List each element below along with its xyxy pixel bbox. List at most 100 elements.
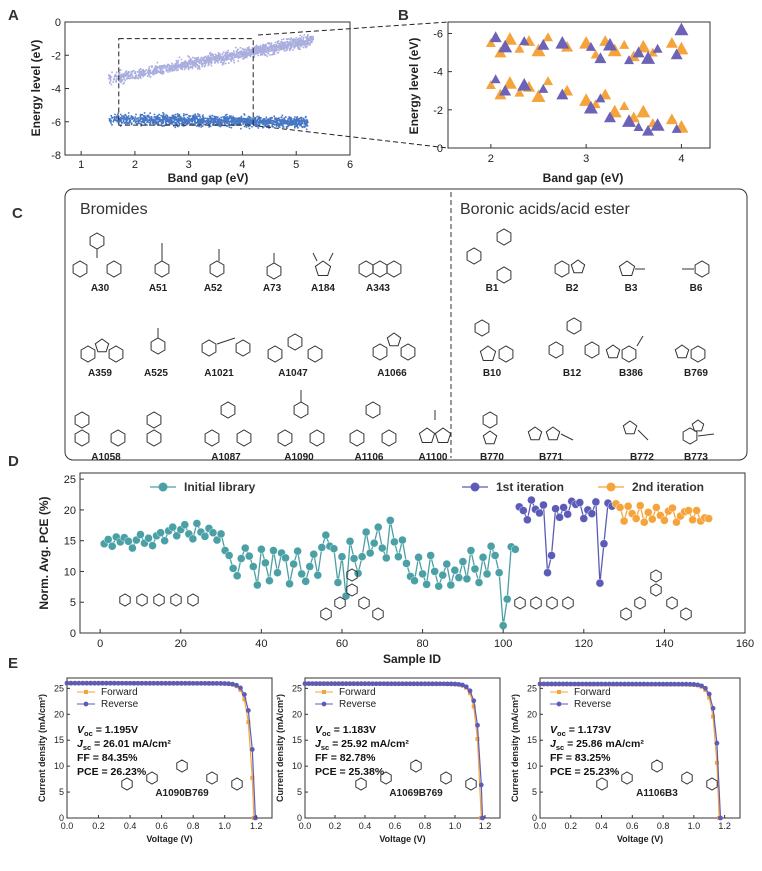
jv-point-reverse	[313, 681, 319, 687]
benzene-ring	[358, 596, 370, 610]
panel-b-plot: 2 3 4 0 -2 -4 -6 Band gap (eV) Energy level (e…	[407, 21, 711, 185]
boronic-label: B771	[539, 452, 563, 463]
jv-point-reverse	[649, 681, 654, 687]
benzene-ring	[621, 771, 633, 785]
panel-b-point-0	[590, 49, 601, 59]
jv-point-reverse	[214, 681, 220, 686]
jv-point-reverse	[147, 680, 153, 686]
legend-label: Initial library	[184, 480, 256, 494]
jv-point-reverse	[430, 681, 435, 687]
panel-a-xtick-label: 1	[78, 159, 84, 171]
panel-d-point-0	[208, 528, 218, 537]
jv-legend-reverse: Reverse	[101, 699, 139, 710]
jv-point-forward	[711, 714, 716, 719]
bromide-label: A359	[88, 368, 112, 379]
panel-d-point-0	[309, 550, 318, 559]
panel-b-point-1	[489, 31, 502, 43]
panel-b-point-1	[517, 78, 532, 91]
panel-b-point-1	[556, 88, 569, 100]
jv-point-reverse	[587, 681, 593, 687]
panel-d-point-2	[631, 514, 641, 523]
jv-point-forward	[471, 704, 476, 709]
jv-point-reverse	[310, 681, 315, 687]
panel-b-point-1	[622, 114, 637, 127]
benzene-ring	[381, 429, 397, 447]
jv-point-reverse	[230, 681, 235, 687]
panel-b-point-0	[579, 93, 594, 106]
jv-ytick-label: 25	[54, 683, 64, 693]
benzene-ring	[706, 777, 718, 791]
benzene-ring	[372, 607, 384, 621]
jv-point-reverse	[583, 681, 589, 687]
benzene-ring	[680, 607, 692, 621]
panel-label-c: C	[12, 205, 23, 222]
jv-point-reverse	[652, 681, 658, 687]
panel-d-point-0	[333, 578, 343, 587]
panel-label-a: A	[8, 7, 19, 24]
panel-d-legend: Initial library 1st iteration 2nd iteratio…	[150, 480, 704, 494]
panel-label-d: D	[8, 453, 19, 470]
jv-point-reverse	[626, 681, 631, 687]
jv-ytick-label: 10	[54, 761, 64, 771]
panel-d-point-0	[503, 594, 512, 604]
panel-d-ytick-label: 10	[64, 566, 76, 578]
jv-point-reverse	[210, 680, 216, 686]
benzene-ring	[231, 777, 243, 791]
stat-ff: FF = 82.78%	[315, 752, 376, 764]
benzene-ring	[372, 343, 388, 361]
jv-point-reverse	[606, 681, 612, 687]
five-ring	[434, 427, 452, 443]
bond	[328, 252, 334, 262]
jv-point-reverse	[347, 681, 353, 687]
jv-legend-marker	[84, 690, 88, 694]
panel-d-point-2	[648, 514, 657, 524]
panel-d-point-0	[257, 545, 266, 554]
jv-ytick-label: 0	[59, 813, 64, 823]
panel-b-ytick-label: -4	[433, 67, 443, 79]
jv-point-reverse	[676, 681, 681, 687]
boronic-label: B769	[684, 368, 708, 379]
jv-point-reverse	[381, 681, 387, 687]
bromide-label: A1047	[278, 368, 308, 379]
panel-d-point-2	[636, 501, 645, 510]
stat-jsc: Jsc = 26.01 mA/cm²	[77, 738, 171, 752]
jv-xtick-label: 1.2	[718, 821, 731, 831]
bromide-label: A73	[263, 283, 282, 294]
benzene-ring	[400, 343, 416, 361]
benzene-ring	[620, 607, 632, 621]
jv-point-reverse	[198, 680, 204, 686]
stat-voc: Voc = 1.173V	[550, 724, 611, 738]
jv-molecule-label: A1069B769	[389, 788, 443, 799]
panel-a-xtick-label: 4	[239, 159, 245, 171]
jv-xtick-label: 0.6	[389, 821, 402, 831]
jv-point-reverse	[683, 681, 689, 687]
jv-point-reverse	[366, 681, 372, 687]
panel-d-point-0	[345, 537, 355, 546]
panel-d-point-2	[692, 506, 701, 515]
panel-d-point-0	[466, 546, 476, 555]
jv-xtick-label: 0.2	[565, 821, 578, 831]
panel-d-xtick-label: 20	[175, 638, 187, 650]
jv-ytick-label: 20	[292, 709, 302, 719]
jv-point-reverse	[418, 681, 424, 687]
jv-point-forward	[475, 736, 480, 741]
bromide-label: A184	[311, 283, 335, 294]
jv-ytick-label: 15	[54, 735, 64, 745]
jv-legend-forward: Forward	[574, 687, 611, 698]
panel-d-xtick-label: 100	[494, 638, 512, 650]
benzene-ring	[634, 596, 646, 610]
benzene-ring	[682, 427, 698, 445]
jv-xtick-label: 1.0	[449, 821, 462, 831]
jv-point-reverse	[182, 680, 188, 686]
jv-point-reverse	[88, 680, 94, 686]
panel-b-point-1	[583, 100, 598, 114]
panel-d-point-0	[511, 545, 520, 554]
bond	[312, 252, 318, 262]
benzene-ring	[170, 593, 182, 607]
jv-point-reverse	[119, 680, 125, 686]
jv-xtick-label: 0.8	[187, 821, 200, 831]
jv-point-reverse	[84, 680, 90, 686]
bond	[697, 433, 715, 437]
benzene-ring	[235, 339, 251, 357]
panel-d-point-0	[144, 534, 153, 543]
